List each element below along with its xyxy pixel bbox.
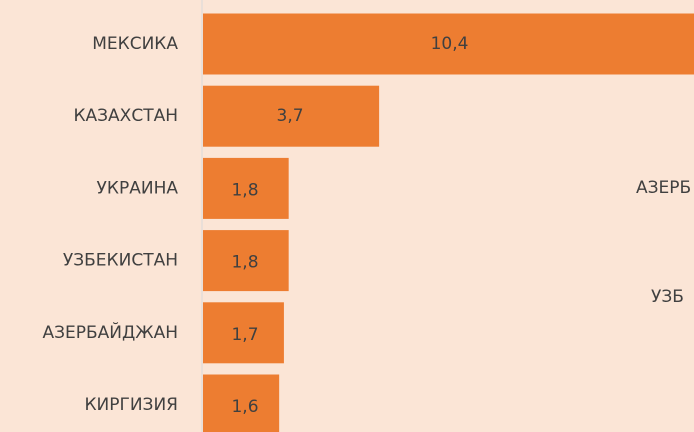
y-tick-label: АЗЕРБАЙДЖАН	[42, 321, 178, 343]
bar	[203, 302, 284, 364]
y-tick-label: УЗБЕКИСТАН	[63, 251, 178, 271]
bar	[203, 85, 380, 147]
y-tick-label: МЕКСИКА	[92, 34, 178, 54]
bar	[203, 157, 289, 219]
data-label: 1,8	[231, 253, 258, 273]
data-label: 3,7	[277, 106, 304, 126]
data-label: 1,8	[231, 180, 258, 200]
data-label: 1,7	[231, 325, 258, 345]
y-tick-label: КАЗАХСТАН	[73, 106, 178, 126]
annotation: АЗЕРБ	[636, 178, 691, 198]
y-tick-label: КИРГИЗИЯ	[84, 395, 178, 415]
bar	[203, 374, 280, 432]
data-label: 1,6	[231, 397, 258, 417]
bar	[203, 230, 289, 292]
data-label: 10,4	[431, 34, 469, 54]
annotation: УЗБ	[651, 287, 684, 307]
y-tick-label: УКРАИНА	[97, 178, 179, 198]
bar	[203, 13, 694, 75]
